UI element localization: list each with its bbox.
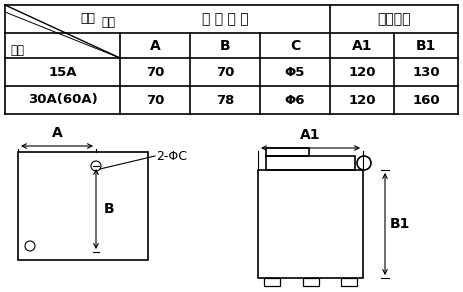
Text: 尺寸: 尺寸 — [101, 17, 115, 29]
Bar — [302, 278, 319, 286]
Text: B: B — [219, 39, 230, 53]
Text: B: B — [104, 202, 115, 216]
Bar — [18, 152, 148, 260]
Text: A: A — [150, 39, 160, 53]
Text: 30A(60A): 30A(60A) — [28, 93, 97, 107]
Text: 120: 120 — [348, 65, 376, 79]
Text: 70: 70 — [146, 93, 164, 107]
Text: 规格: 规格 — [10, 44, 24, 58]
Text: 70: 70 — [146, 65, 164, 79]
Text: 120: 120 — [348, 93, 376, 107]
Text: 70: 70 — [216, 65, 234, 79]
Text: 78: 78 — [216, 93, 234, 107]
Bar — [258, 170, 363, 278]
Text: C: C — [290, 39, 300, 53]
Bar — [264, 278, 280, 286]
Text: 外形尺寸: 外形尺寸 — [377, 12, 411, 26]
Text: 2-ΦC: 2-ΦC — [156, 150, 187, 163]
Text: 15A: 15A — [48, 65, 77, 79]
Text: 安 装 尺 寸: 安 装 尺 寸 — [202, 12, 248, 26]
Text: 部位: 部位 — [80, 13, 95, 25]
Text: B1: B1 — [416, 39, 436, 53]
Text: A1: A1 — [300, 128, 321, 142]
Text: Φ5: Φ5 — [285, 65, 305, 79]
Text: A1: A1 — [352, 39, 372, 53]
Bar — [266, 148, 309, 156]
Bar — [266, 156, 355, 170]
Text: B1: B1 — [390, 217, 410, 231]
Text: 160: 160 — [412, 93, 440, 107]
Text: A: A — [52, 126, 63, 140]
Text: 130: 130 — [412, 65, 440, 79]
Bar — [341, 278, 357, 286]
Text: Φ6: Φ6 — [285, 93, 305, 107]
